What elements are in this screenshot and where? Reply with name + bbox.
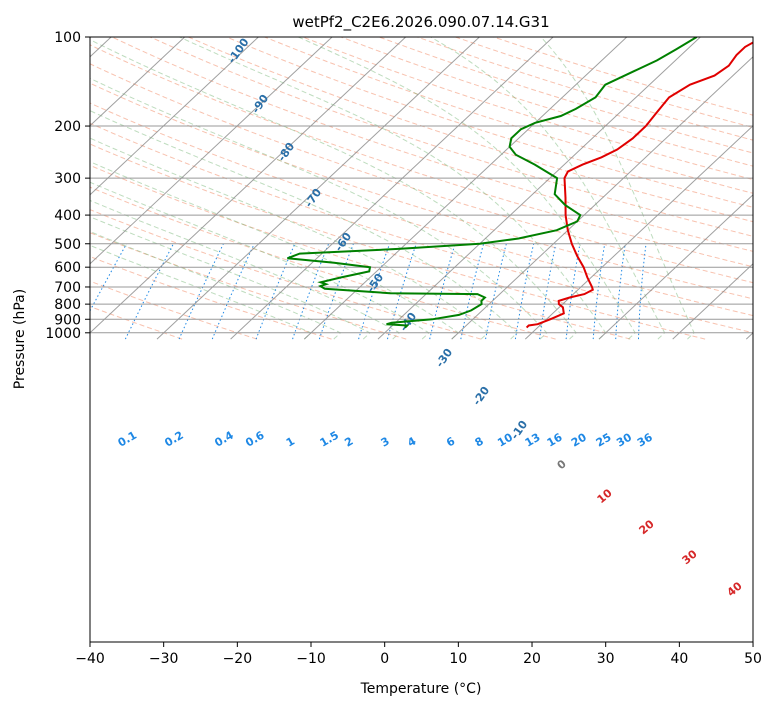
mixing-ratio-line — [178, 243, 224, 340]
mixing-ratio-line — [211, 243, 255, 340]
dry-adiabat-line — [90, 280, 257, 340]
dry-adiabat-line — [90, 44, 753, 268]
y-tick-label: 600 — [54, 260, 81, 276]
moist-adiabat-line — [298, 37, 636, 340]
moist-adiabat-line — [90, 244, 312, 340]
y-tick-label: 300 — [54, 171, 81, 187]
y-tick-label: 500 — [54, 237, 81, 253]
mixing-ratio-line — [90, 243, 128, 312]
mixing-ratio-line — [292, 243, 330, 340]
isotherm-line — [598, 194, 753, 340]
moist-adiabat-line — [90, 39, 577, 340]
x-tick-label: 10 — [449, 651, 467, 667]
moist-adiabat-line — [90, 181, 430, 340]
dry-adiabat-line — [90, 143, 706, 340]
isotherm-line — [672, 263, 753, 340]
x-axis-label: Temperature (°C) — [360, 681, 482, 697]
isotherm-line — [90, 37, 407, 334]
isotherm-line — [377, 37, 701, 340]
dry-adiabat-line — [90, 256, 332, 340]
isotherm-line — [90, 37, 186, 127]
x-tick-label: −20 — [223, 651, 253, 667]
y-tick-label: 1000 — [45, 326, 81, 342]
y-axis-label: Pressure (hPa) — [12, 289, 28, 389]
isotherm-line — [451, 56, 753, 340]
x-tick-label: 40 — [670, 651, 688, 667]
moist-adiabat-line — [90, 199, 401, 340]
dry-adiabat-line — [90, 186, 556, 340]
moist-adiabat-line — [90, 216, 371, 340]
dry-adiabat-line — [90, 122, 753, 334]
moist-adiabat-line — [90, 77, 548, 340]
chart-title: wetPf2_C2E6.2026.090.07.14.G31 — [292, 13, 549, 32]
x-tick-label: 30 — [597, 651, 615, 667]
mixing-ratio-line — [429, 243, 456, 340]
plot-frame — [89, 36, 754, 643]
y-tick-label: 200 — [54, 119, 81, 135]
isotherm-line — [230, 37, 554, 340]
y-tick-label: 100 — [54, 30, 81, 46]
x-tick-label: −10 — [296, 651, 326, 667]
dewpoint-profile-line — [287, 37, 698, 329]
mixing-ratio-line — [124, 243, 174, 340]
axis-ticks: −40 −30 −20 −10 0 10 20 30 40 50 100 200 300 400 500 60… — [45, 30, 762, 667]
isotherm-line — [156, 37, 480, 340]
y-tick-label: 900 — [54, 312, 81, 328]
x-tick-label: 20 — [523, 651, 541, 667]
x-tick-label: −30 — [149, 651, 179, 667]
x-tick-label: 0 — [380, 651, 389, 667]
dry-adiabat-line — [90, 164, 631, 340]
mixing-ratio-line — [318, 243, 354, 340]
x-tick-label: −40 — [75, 651, 105, 667]
dry-adiabat-line — [90, 82, 753, 300]
mixing-ratio-line — [358, 243, 391, 340]
isotherm-line — [90, 37, 333, 265]
mixing-ratio-line — [255, 243, 296, 340]
isotherm-line — [524, 125, 753, 340]
moist-adiabat-line — [90, 137, 489, 340]
temperature-profile-line — [525, 41, 753, 329]
isotherm-line — [303, 37, 628, 340]
dry-adiabat-line — [90, 102, 753, 317]
x-tick-label: 50 — [744, 651, 762, 667]
profile-series — [287, 37, 753, 329]
isotherm-line — [90, 37, 259, 196]
y-tick-label: 700 — [54, 280, 81, 296]
y-tick-label: 400 — [54, 208, 81, 224]
moist-adiabat-line — [540, 37, 695, 340]
y-tick-label: 800 — [54, 297, 81, 313]
background-lines — [90, 37, 753, 340]
moist-adiabat-line — [430, 37, 666, 340]
